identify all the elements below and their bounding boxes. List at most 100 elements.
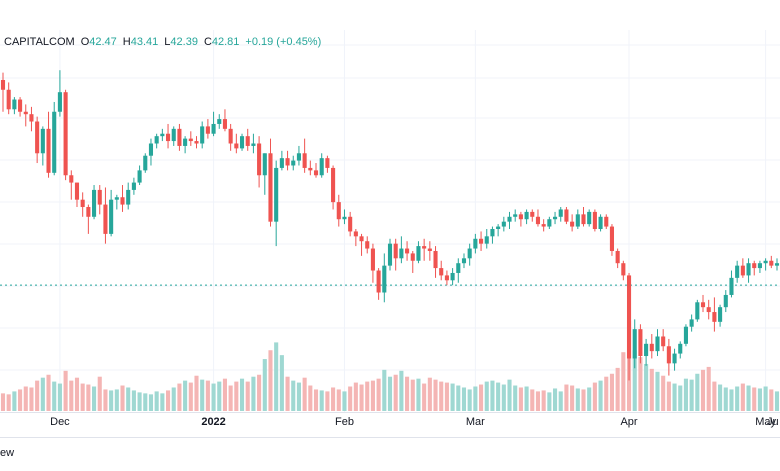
candle-body [46,128,51,173]
candle [177,123,182,151]
volume-bar [427,377,432,411]
time-axis[interactable] [0,412,780,437]
volume-bar [370,380,375,411]
high-label: H [122,36,131,48]
candle [513,209,518,222]
candle [678,341,683,359]
candle-body [729,277,734,295]
candle [410,250,415,273]
candle [450,268,455,286]
volume-bar [592,382,597,411]
volume-bar [746,385,751,411]
candle-body [63,92,68,176]
candle-body [615,250,620,264]
candle [12,97,17,115]
volume-bar [484,381,489,411]
volume-bar [444,382,449,411]
candle-body [313,170,319,176]
candle [752,260,757,276]
volume-bar [729,389,734,411]
volume-bar [109,390,114,411]
volume-bar [46,374,51,411]
volume-bar [74,377,80,411]
candle [547,216,552,229]
candle [712,297,717,332]
volume-bar [143,393,148,411]
candle [217,114,222,129]
candle [615,248,620,269]
candle [234,133,239,154]
candle [131,177,136,195]
candle-body [205,126,210,134]
bottom-toolbar-text[interactable]: ew [0,447,15,459]
volume-bar [604,376,609,411]
candle [285,150,290,171]
volume-bar [672,383,677,411]
candle-body [564,209,569,222]
time-axis-label: 2022 [201,416,226,428]
candle-body [393,243,398,259]
candle-body [57,92,62,112]
volume-bar [268,350,273,411]
candle-body [251,143,256,146]
candle [257,136,262,188]
volume-bar [120,385,125,411]
candle-body [467,248,472,259]
candle [638,324,643,364]
candle-body [723,294,728,308]
candle [666,338,671,376]
candle [200,121,205,149]
volume-bar [296,382,301,411]
volume-bar [393,374,398,411]
symbol-name[interactable]: CAPITALCOM [4,36,75,48]
volume-bar [12,391,17,411]
candle [52,101,57,176]
candle [774,258,780,271]
candle [655,329,660,357]
time-axis-label: Mar [465,416,485,428]
volume-bar [644,363,649,411]
candle [444,270,449,286]
candle-body [461,258,467,264]
candle [683,324,688,347]
candle [188,131,193,146]
candle-body [479,238,484,244]
candle-body [581,214,586,225]
volume-bar [609,373,615,411]
time-axis-label: May [755,416,776,428]
candle [114,194,119,210]
candle [331,165,336,210]
candle [609,224,615,256]
candle-body [683,326,688,344]
candle [336,194,341,227]
candle-body [752,263,757,269]
volume-bar [524,386,529,411]
candle [92,185,97,220]
candle-body [626,275,632,359]
candle-body [285,158,290,166]
candle-body [325,158,330,168]
candle-body [632,329,637,359]
candle-body [268,153,273,222]
volume-bar [638,357,643,411]
candle [103,187,108,244]
volume-bar [399,370,404,411]
volume-bar [257,374,262,411]
candle-body [638,329,643,357]
candle [23,104,28,127]
candle [598,214,603,232]
candle-body [319,158,324,176]
volume-bar [245,381,250,411]
volume-bar [126,387,131,411]
high-value: 43.41 [130,36,159,48]
candle-body [239,136,245,149]
candle [120,185,125,212]
volume-bar [382,369,387,411]
candle-body [763,260,768,264]
volume-bar [763,386,768,411]
volume-bar [239,378,245,411]
candle [35,116,40,164]
volume-bar [570,385,575,411]
price-chart[interactable] [0,0,780,437]
candle-body [382,265,387,293]
